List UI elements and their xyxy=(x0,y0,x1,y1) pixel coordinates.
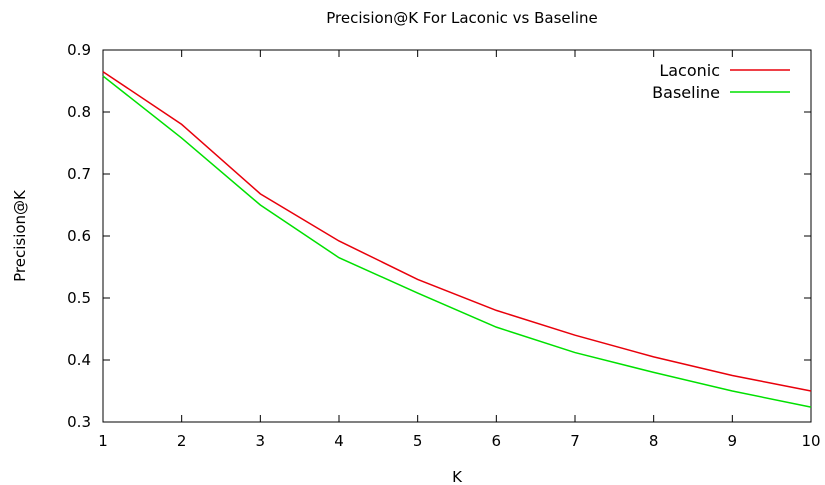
y-tick-label: 0.7 xyxy=(67,165,91,183)
y-axis-title: Precision@K xyxy=(11,189,29,282)
y-tick-label: 0.4 xyxy=(67,351,91,369)
x-tick-label: 1 xyxy=(98,432,108,450)
series-line-laconic xyxy=(102,71,812,392)
x-tick-label: 3 xyxy=(256,432,266,450)
x-tick-label: 7 xyxy=(570,432,580,450)
chart-title: Precision@K For Laconic vs Baseline xyxy=(326,9,597,27)
x-tick-label: 6 xyxy=(492,432,502,450)
x-axis-title: K xyxy=(452,468,463,485)
y-tick-label: 0.3 xyxy=(67,413,91,431)
legend-label-laconic: Laconic xyxy=(659,61,720,80)
x-tick-label: 2 xyxy=(177,432,187,450)
y-tick-label: 0.9 xyxy=(67,41,91,59)
x-tick-label: 10 xyxy=(801,432,820,450)
series-lines xyxy=(102,71,812,408)
x-tick-label: 5 xyxy=(413,432,423,450)
legend: Laconic Baseline xyxy=(652,61,790,102)
y-tick-label: 0.8 xyxy=(67,103,91,121)
x-tick-label: 9 xyxy=(728,432,738,450)
series-line-baseline xyxy=(102,75,812,408)
x-axis: 1 2 3 4 5 6 7 8 9 10 xyxy=(98,50,821,450)
legend-label-baseline: Baseline xyxy=(652,83,720,102)
plot-area xyxy=(102,49,812,423)
y-tick-label: 0.5 xyxy=(67,289,91,307)
x-tick-label: 8 xyxy=(649,432,659,450)
y-tick-label: 0.6 xyxy=(67,227,91,245)
y-axis: 0.3 0.4 0.5 0.6 0.7 0.8 0.9 xyxy=(67,41,811,431)
x-tick-label: 4 xyxy=(334,432,344,450)
